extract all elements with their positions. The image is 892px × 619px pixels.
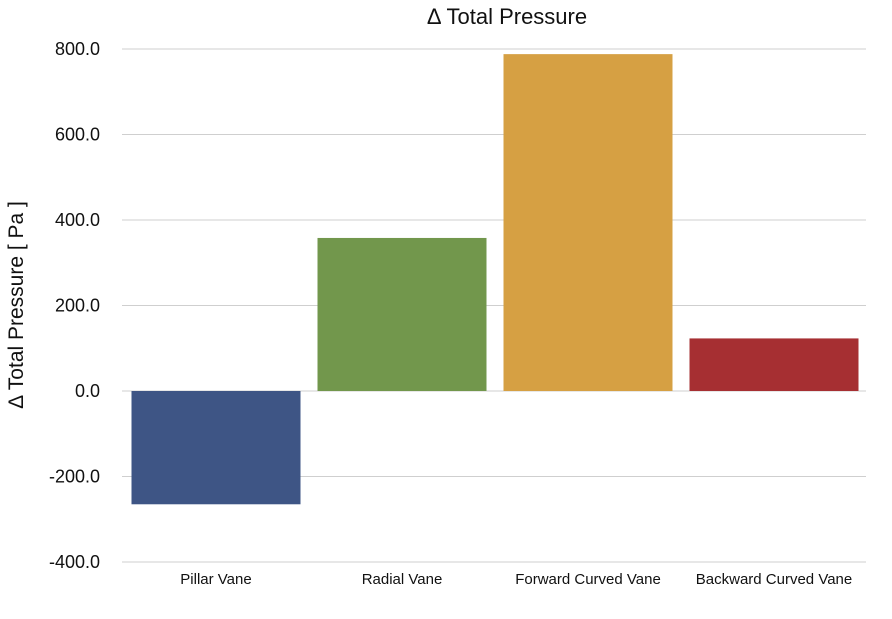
y-tick-label: -200.0 <box>49 467 100 487</box>
y-tick-label: 400.0 <box>55 210 100 230</box>
bar-forward-curved-vane <box>503 54 673 391</box>
y-tick-label: 800.0 <box>55 39 100 59</box>
y-tick-label: 600.0 <box>55 125 100 145</box>
x-tick-label: Backward Curved Vane <box>696 571 852 588</box>
y-tick-label: -400.0 <box>49 552 100 572</box>
y-tick-label: 200.0 <box>55 296 100 316</box>
chart-title: Δ Total Pressure <box>427 4 587 29</box>
bars <box>131 54 859 505</box>
y-axis-label: Δ Total Pressure [ Pa ] <box>5 201 28 409</box>
x-tick-label: Radial Vane <box>362 571 443 588</box>
bar-radial-vane <box>317 237 487 391</box>
x-tick-labels: Pillar Vane Radial Vane Forward Curved Van… <box>180 571 852 588</box>
y-tick-labels: 800.0 600.0 400.0 200.0 0.0 -200.0 -400.0 <box>49 39 100 572</box>
bar-pillar-vane <box>131 391 301 505</box>
bar-backward-curved-vane <box>689 338 859 391</box>
y-tick-label: 0.0 <box>75 381 100 401</box>
x-tick-label: Pillar Vane <box>180 571 251 588</box>
x-tick-label: Forward Curved Vane <box>515 571 661 588</box>
